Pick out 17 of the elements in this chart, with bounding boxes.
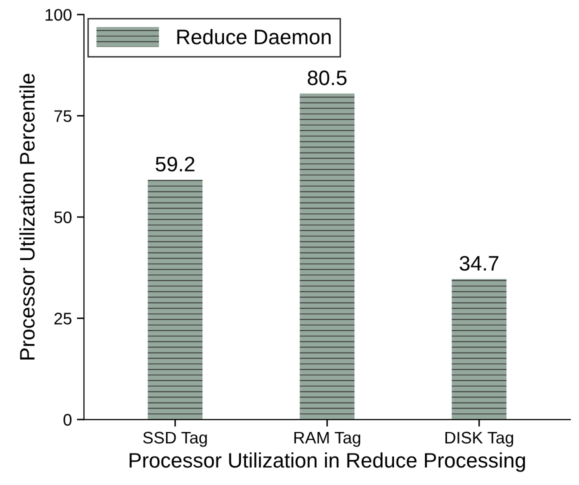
bar — [300, 94, 354, 420]
data-label: 80.5 — [308, 70, 347, 86]
x-tick-label: SSD Tag — [143, 432, 207, 447]
data-label: 34.7 — [460, 256, 498, 271]
bar — [452, 279, 506, 420]
x-axis-title: Processor Utilization in Reduce Processing — [130, 452, 525, 472]
y-tick-label: 25 — [54, 312, 72, 324]
x-tick-label: RAM Tag — [294, 432, 360, 447]
data-label: 59.2 — [156, 156, 194, 172]
bar — [148, 180, 203, 420]
y-axis-title: Processor Utilization Percentile — [19, 74, 35, 360]
y-tick-label: 50 — [54, 211, 72, 224]
x-tick-label: DISK Tag — [445, 432, 514, 447]
legend-label: Reduce Daemon — [177, 29, 331, 44]
y-tick-label: 0 — [64, 414, 72, 426]
y-tick-label: 100 — [46, 8, 72, 21]
y-tick-label: 75 — [54, 110, 72, 122]
